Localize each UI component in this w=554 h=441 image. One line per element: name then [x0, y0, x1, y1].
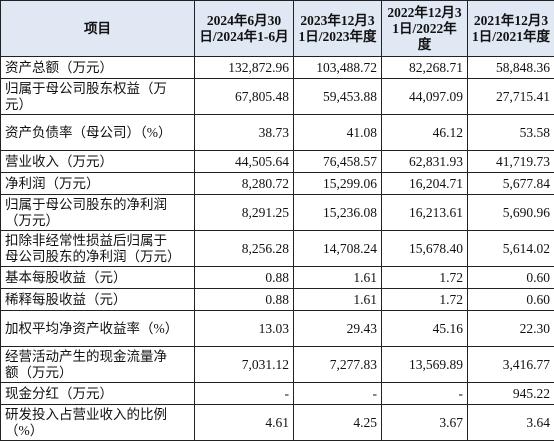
- value-cell: -: [195, 383, 294, 405]
- value-cell: 62,831.93: [382, 151, 468, 173]
- row-label: 加权平均净资产收益率（%）: [1, 311, 195, 347]
- value-cell: 1.61: [294, 267, 382, 289]
- value-cell: 22.30: [468, 311, 554, 347]
- value-cell: 3,416.77: [468, 347, 554, 383]
- row-label: 净利润（万元）: [1, 173, 195, 195]
- row-label: 营业收入（万元）: [1, 151, 195, 173]
- row-label: 现金分红（万元）: [1, 383, 195, 405]
- value-cell: 4.25: [294, 405, 382, 441]
- value-cell: 44,505.64: [195, 151, 294, 173]
- value-cell: 5,690.96: [468, 195, 554, 231]
- value-cell: 41,719.73: [468, 151, 554, 173]
- value-cell: 0.88: [195, 289, 294, 311]
- row-label: 扣除非经常性损益后归属于母公司股东的净利润（万元）: [1, 231, 195, 267]
- row-label: 资产负债率（母公司）（%）: [1, 115, 195, 151]
- header-cell: 2024年6月30日/2024年1-6月: [195, 1, 294, 57]
- value-cell: 76,458.57: [294, 151, 382, 173]
- row-label: 资产总额（万元）: [1, 57, 195, 79]
- row-label: 归属于母公司股东权益（万元）: [1, 79, 195, 115]
- value-cell: 0.60: [468, 289, 554, 311]
- value-cell: 41.08: [294, 115, 382, 151]
- value-cell: 8,256.28: [195, 231, 294, 267]
- value-cell: 4.61: [195, 405, 294, 441]
- value-cell: 67,805.48: [195, 79, 294, 115]
- header-cell: 2021年12月31日/2021年度: [468, 1, 554, 57]
- value-cell: 15,236.08: [294, 195, 382, 231]
- value-cell: 5,614.02: [468, 231, 554, 267]
- value-cell: 1.72: [382, 267, 468, 289]
- value-cell: 7,031.12: [195, 347, 294, 383]
- value-cell: 1.72: [382, 289, 468, 311]
- value-cell: 1.61: [294, 289, 382, 311]
- value-cell: 14,708.24: [294, 231, 382, 267]
- value-cell: 15,678.40: [382, 231, 468, 267]
- value-cell: 45.16: [382, 311, 468, 347]
- value-cell: 103,488.72: [294, 57, 382, 79]
- table-row: 现金分红（万元）---945.22: [1, 383, 554, 405]
- value-cell: 3.64: [468, 405, 554, 441]
- value-cell: 945.22: [468, 383, 554, 405]
- value-cell: 7,277.83: [294, 347, 382, 383]
- value-cell: 29.43: [294, 311, 382, 347]
- value-cell: 46.12: [382, 115, 468, 151]
- value-cell: 16,213.61: [382, 195, 468, 231]
- value-cell: 3.67: [382, 405, 468, 441]
- value-cell: 53.58: [468, 115, 554, 151]
- row-label: 经营活动产生的现金流量净额（万元）: [1, 347, 195, 383]
- value-cell: 0.88: [195, 267, 294, 289]
- value-cell: 5,677.84: [468, 173, 554, 195]
- value-cell: 38.73: [195, 115, 294, 151]
- value-cell: 0.60: [468, 267, 554, 289]
- value-cell: 13,569.89: [382, 347, 468, 383]
- value-cell: -: [294, 383, 382, 405]
- row-label: 研发投入占营业收入的比例（%）: [1, 405, 195, 441]
- value-cell: 8,291.25: [195, 195, 294, 231]
- row-label: 基本每股收益（元）: [1, 267, 195, 289]
- row-label: 稀释每股收益（元）: [1, 289, 195, 311]
- value-cell: 132,872.96: [195, 57, 294, 79]
- value-cell: 27,715.41: [468, 79, 554, 115]
- value-cell: 16,204.71: [382, 173, 468, 195]
- value-cell: 13.03: [195, 311, 294, 347]
- value-cell: 82,268.71: [382, 57, 468, 79]
- value-cell: 59,453.88: [294, 79, 382, 115]
- row-label: 归属于母公司股东的净利润（万元）: [1, 195, 195, 231]
- value-cell: 58,848.36: [468, 57, 554, 79]
- value-cell: -: [382, 383, 468, 405]
- value-cell: 15,299.06: [294, 173, 382, 195]
- value-cell: 8,280.72: [195, 173, 294, 195]
- value-cell: 44,097.09: [382, 79, 468, 115]
- header-cell: 2022年12月31日/2022年度: [382, 1, 468, 57]
- header-cell: 2023年12月31日/2023年度: [294, 1, 382, 57]
- header-cell: 项目: [1, 1, 195, 57]
